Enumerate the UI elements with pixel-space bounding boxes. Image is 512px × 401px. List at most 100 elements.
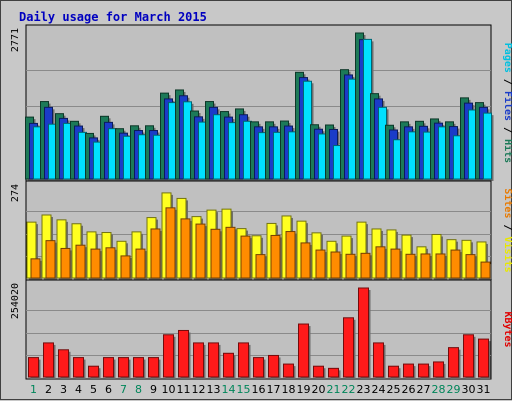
bar-kbytes-20 [313,365,324,378]
bar-sites-3 [60,247,71,279]
bar-kbytes-9 [148,357,159,378]
bar-sites-1 [30,258,41,279]
max-value-label-kbytes: 254020 [10,283,21,319]
x-tick-label-day-4: 4 [75,383,82,396]
bar-sites-17 [270,234,281,279]
bar-sites-14 [225,226,236,279]
bar-kbytes-4 [73,357,84,378]
bar-kbytes-1 [28,357,39,378]
y-axis-label-sites: Sites [502,188,512,218]
bar-kbytes-17 [268,354,279,378]
x-tick-label-day-21: 21 [327,383,341,396]
bar-pages-31 [483,112,492,180]
bar-kbytes-2 [43,342,54,378]
bar-sites-13 [210,228,221,279]
bar-sites-9 [150,228,161,279]
bar-kbytes-7 [118,357,129,378]
bar-kbytes-27 [418,363,429,378]
x-tick-label-day-17: 17 [267,383,281,396]
x-tick-label-day-24: 24 [372,383,386,396]
bar-sites-6 [105,247,116,279]
x-tick-label-day-22: 22 [342,383,356,396]
bar-kbytes-15 [238,342,249,378]
x-axis-day-labels: 1 2 3 4 5 6 7 8 9 10 11 12 13 14 15 16 17 18 19 20 21 22 23 24 2… [30,383,491,396]
bar-sites-16 [255,254,266,279]
bar-kbytes-23 [358,287,369,378]
x-tick-label-day-5: 5 [90,383,97,396]
bar-kbytes-28 [433,361,444,378]
y-axis-label-visits-sites: Sites / Visits [502,188,512,272]
bar-sites-27 [420,253,431,279]
bar-kbytes-11 [178,329,189,378]
y-axis-label-separator: / [502,121,512,139]
x-tick-label-day-31: 31 [477,383,491,396]
x-tick-label-day-8: 8 [135,383,142,396]
x-tick-label-day-19: 19 [297,383,311,396]
x-tick-label-day-13: 13 [207,383,221,396]
bar-sites-15 [240,235,251,279]
x-tick-label-day-3: 3 [60,383,67,396]
x-tick-label-day-23: 23 [357,383,371,396]
y-axis-label-pages: Pages [502,43,512,73]
x-tick-label-day-28: 28 [432,383,446,396]
y-axis-label-hits: Hits [502,139,512,163]
x-tick-label-day-15: 15 [237,383,251,396]
bar-kbytes-18 [283,363,294,378]
bar-kbytes-30 [463,334,474,378]
x-tick-label-day-1: 1 [30,383,37,396]
bar-sites-29 [450,249,461,279]
bar-sites-2 [45,240,56,279]
x-tick-label-day-30: 30 [462,383,476,396]
y-axis-label-hits-files-pages: Pages / Files / Hits [502,43,512,163]
x-tick-label-day-9: 9 [150,383,157,396]
x-tick-label-day-11: 11 [177,383,191,396]
bar-kbytes-22 [343,317,354,378]
panel-visits-sites: 274 Sites / Visits [10,180,512,281]
bar-kbytes-29 [448,347,459,378]
x-tick-label-day-26: 26 [402,383,416,396]
bar-kbytes-13 [208,342,219,378]
bar-sites-26 [405,253,416,279]
bar-sites-10 [165,207,176,279]
bar-sites-23 [360,252,371,279]
bar-sites-12 [195,223,206,279]
bar-sites-30 [465,254,476,279]
bar-sites-18 [285,231,296,279]
x-tick-label-day-7: 7 [120,383,127,396]
bar-kbytes-21 [328,367,339,378]
bar-sites-28 [435,253,446,279]
bar-sites-19 [300,242,311,279]
bar-sites-8 [135,248,146,279]
x-tick-label-day-10: 10 [162,383,176,396]
x-tick-label-day-2: 2 [45,383,52,396]
y-axis-label-separator: / [502,218,512,236]
y-axis-label-kbytes: KBytes [502,311,512,347]
bar-kbytes-26 [403,363,414,378]
y-axis-label-separator: / [502,73,512,91]
bar-kbytes-6 [103,357,114,378]
bar-kbytes-5 [88,365,99,378]
x-tick-label-day-18: 18 [282,383,296,396]
chart-title: Daily usage for March 2015 [19,10,207,24]
bar-kbytes-14 [223,352,234,378]
bar-sites-5 [90,248,101,279]
bar-kbytes-19 [298,323,309,378]
bar-kbytes-31 [478,338,489,378]
bar-sites-7 [120,255,131,279]
bar-kbytes-24 [373,342,384,378]
bar-sites-21 [330,251,341,279]
panel-kbytes: 254020 KBytes [10,279,512,380]
bar-sites-11 [180,218,191,279]
bar-kbytes-10 [163,334,174,378]
bar-sites-22 [345,253,356,279]
y-axis-label-files: Files [502,91,512,121]
x-tick-label-day-20: 20 [312,383,326,396]
bar-kbytes-25 [388,365,399,378]
bar-kbytes-8 [133,357,144,378]
bar-sites-4 [75,244,86,279]
bar-kbytes-12 [193,342,204,378]
y-axis-label-visits: Visits [502,237,512,273]
max-value-label-visits-sites: 274 [10,184,21,202]
